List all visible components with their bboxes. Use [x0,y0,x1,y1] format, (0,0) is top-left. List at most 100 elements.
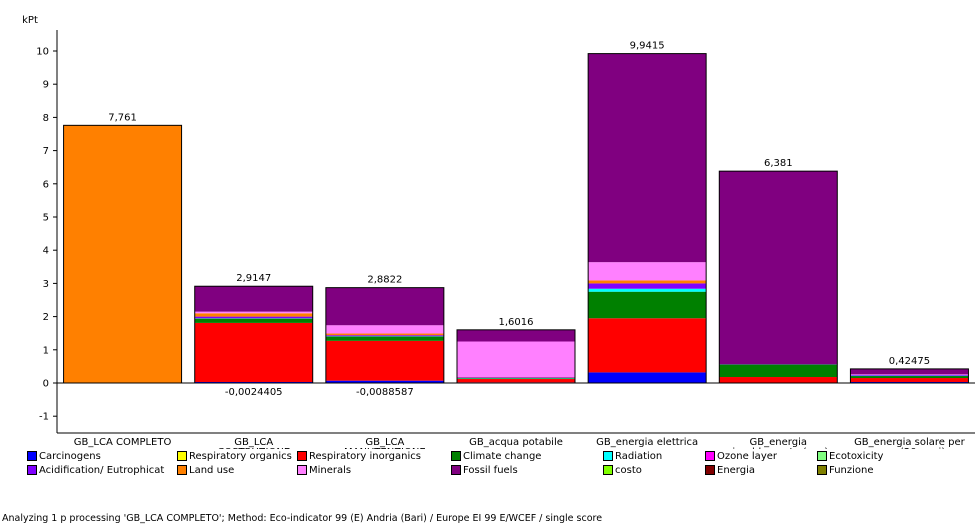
bar-segment [325,333,444,336]
legend-label: Respiratory organics [189,450,292,462]
bar-segment [588,318,707,373]
category-label: GB_energia [750,437,807,448]
legend-item: Radiation [603,449,662,463]
bar-segment [719,171,838,365]
bar-outline [718,170,838,384]
bar-total-label: 2,9147 [236,273,271,284]
legend-label: Respiratory inorganics [309,450,421,462]
y-tick-label: -1 [39,412,49,423]
bar-total-label: 0,42475 [889,356,930,367]
legend-label: Funzione [829,464,874,476]
y-tick-label: 3 [43,279,49,290]
bar-segment [325,325,444,334]
bar-segment [194,322,313,383]
bar-segment [63,125,182,383]
bar-segment [325,340,444,381]
bar-total-label: 6,381 [764,158,793,169]
legend-swatch [297,451,307,461]
bar-outline [849,368,969,384]
category-label: a.c.s.(20 anni) [874,447,946,449]
y-tick-label: 10 [36,47,49,58]
bar-outline [63,124,183,384]
legend-swatch [451,451,461,461]
category-label: GB_acqua potabile [469,437,563,448]
bar-segment [850,375,969,376]
bar-segment [850,378,969,383]
bar-segment [325,287,444,326]
category-label: GB_energia elettrica [596,437,698,448]
legend-swatch [27,465,37,475]
bar-negative-label: -0,0088587 [356,387,414,398]
bar-segment [588,280,707,284]
legend-label: Land use [189,464,235,476]
category-label: GB_LCA [365,437,404,448]
legend-swatch [27,451,37,461]
legend-swatch [817,451,827,461]
y-tick-label: 4 [43,246,49,257]
bar-outline [325,287,445,384]
bar-total-label: 2,8822 [367,275,402,286]
category-label: GB_energia solare per [854,437,966,448]
bar-total-label: 1,6016 [499,317,534,328]
legend-item: Acidification/ Eutrophicat [27,463,164,477]
legend-label: Carcinogens [39,450,101,462]
legend-label: Climate change [463,450,542,462]
legend-item: Respiratory organics [177,449,292,463]
legend-label: Radiation [615,450,663,462]
y-tick-label: 5 [43,213,49,224]
status-footer: Analyzing 1 p processing 'GB_LCA COMPLET… [2,513,603,524]
bar-total-label: 9,9415 [630,41,665,52]
y-axis-unit: kPt [22,15,38,26]
category-label: MANUTENZIONE [344,447,426,449]
legend-item: Ecotoxicity [817,449,883,463]
legend-swatch [297,465,307,475]
legend-label: Energia [717,464,755,476]
legend-item: Climate change [451,449,541,463]
value-labels: 7,761 2,9147 -0,0024405 2,8822 -0,0088587 1,6… [108,41,930,398]
legend-item: costo [603,463,642,477]
category-label: riscaldamento (gas) [728,447,828,449]
legend-swatch [177,451,187,461]
bar-segment [850,374,969,376]
bar-segment [588,288,707,292]
bar-segment [457,378,575,380]
bar-segment [194,311,313,314]
bar-negative-label: -0,0024405 [225,387,283,398]
bar-segment [719,364,838,378]
legend-swatch [817,465,827,475]
bar-segment [850,376,969,379]
bar-segment [719,377,838,383]
bar-segment [850,368,969,375]
y-tick-label: 0 [43,379,49,390]
bar-segment [588,53,707,263]
bar-segment [457,329,575,342]
category-label: COSTRUZIONE [217,447,290,449]
legend-item: Fossil fuels [451,463,518,477]
legend-swatch [177,465,187,475]
category-label: GB_LCA COMPLETO [74,437,172,448]
y-tick-label: 9 [43,80,49,91]
bar-outline [194,285,314,384]
legend-swatch [451,465,461,475]
legend-label: Acidification/ Eutrophicat [39,464,165,476]
legend-swatch [603,465,613,475]
legend-label: Ecotoxicity [829,450,884,462]
legend-item: Carcinogens [27,449,101,463]
bar-segment [325,336,444,341]
legend-swatch [705,465,715,475]
y-tick-label: 6 [43,179,49,190]
legend-item: Minerals [297,463,351,477]
bar-segment [194,313,313,317]
bar-segment [194,316,313,319]
legend-item: Respiratory inorganics [297,449,421,463]
bar-total-label: 7,761 [108,112,137,123]
y-tick-label: 2 [43,312,49,323]
legend-label: Ozone layer [717,450,777,462]
bar-segment [325,380,444,383]
bar-segment [457,341,575,378]
legend-swatch [603,451,613,461]
bar-outline [587,53,707,384]
y-tick-label: 7 [43,146,49,157]
category-label: GB_LCA [234,437,273,448]
